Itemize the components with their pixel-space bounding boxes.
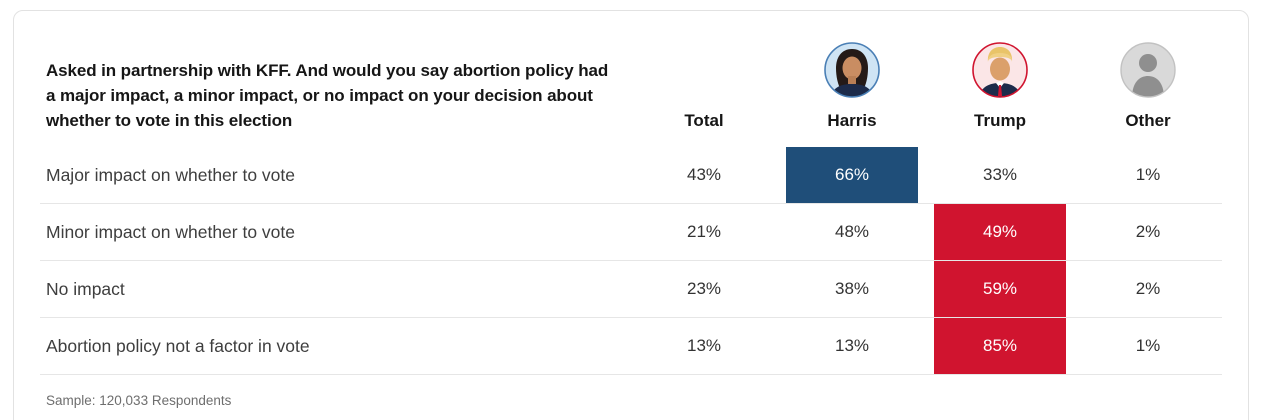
trump-highlight-box: 59%	[934, 261, 1066, 317]
generic-person-avatar	[1120, 42, 1176, 98]
sample-size-note: Sample: 120,033 Respondents	[46, 392, 232, 408]
value-harris: 66%	[778, 147, 926, 203]
value-harris: 13%	[834, 336, 870, 355]
value-total: 23%	[686, 279, 722, 298]
column-label-other: Other	[1125, 111, 1171, 130]
value-total: 13%	[686, 336, 722, 355]
column-header-total: Total	[630, 11, 778, 147]
harris-photo-avatar	[824, 42, 880, 98]
column-header-harris: Harris	[778, 11, 926, 147]
table-row: Abortion policy not a factor in vote 13%…	[40, 318, 1222, 375]
trump-highlight-box: 49%	[934, 204, 1066, 260]
value-other: 1%	[1135, 336, 1161, 355]
row-label: Minor impact on whether to vote	[46, 221, 296, 242]
column-label-harris: Harris	[827, 111, 877, 130]
table-row: Minor impact on whether to vote 21% 48% …	[40, 204, 1222, 261]
column-header-other: Other	[1074, 11, 1222, 147]
value-total: 21%	[686, 222, 722, 241]
value-trump: 49%	[926, 204, 1074, 260]
question-text: Asked in partnership with KFF. And would…	[46, 61, 609, 130]
value-trump: 59%	[926, 261, 1074, 317]
value-other: 2%	[1135, 222, 1161, 241]
table-footer: Sample: 120,033 Respondents	[40, 375, 1222, 420]
table-row: No impact 23% 38% 59% 2%	[40, 261, 1222, 318]
value-harris: 48%	[834, 222, 870, 241]
question-cell: Asked in partnership with KFF. And would…	[40, 58, 630, 147]
trump-photo-avatar	[972, 42, 1028, 98]
harris-highlight-box: 66%	[786, 147, 918, 203]
column-header-trump: Trump	[926, 11, 1074, 147]
row-label: No impact	[46, 278, 125, 299]
value-other: 2%	[1135, 279, 1161, 298]
value-trump: 85%	[926, 318, 1074, 374]
column-label-total: Total	[684, 111, 724, 130]
poll-results-card: Asked in partnership with KFF. And would…	[13, 10, 1249, 420]
column-label-trump: Trump	[974, 111, 1026, 130]
row-label: Abortion policy not a factor in vote	[46, 335, 310, 356]
value-harris: 38%	[834, 279, 870, 298]
row-label: Major impact on whether to vote	[46, 164, 296, 185]
value-total: 43%	[686, 165, 722, 184]
table-header-row: Asked in partnership with KFF. And would…	[40, 11, 1222, 147]
trump-highlight-box: 85%	[934, 318, 1066, 374]
table-row: Major impact on whether to vote 43% 66% …	[40, 147, 1222, 204]
value-trump: 33%	[982, 165, 1018, 184]
value-other: 1%	[1135, 165, 1161, 184]
